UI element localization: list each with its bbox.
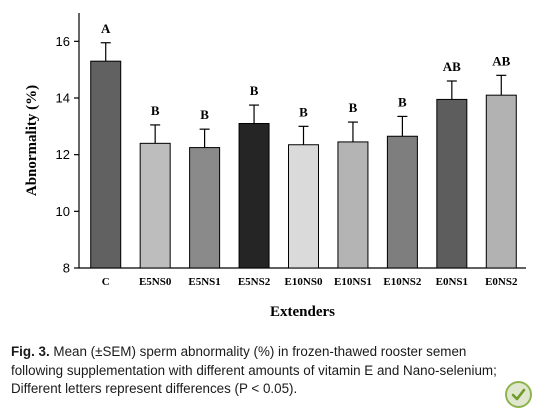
y-tick-label: 16 [56,34,70,49]
x-tick-label: E5NS1 [188,276,220,288]
x-tick-label: E5NS2 [238,276,271,288]
y-tick-label: 12 [56,147,70,162]
significance-label: B [299,104,308,119]
figure-label: Fig. 3. [11,344,50,359]
bar [485,94,517,269]
bar [90,60,122,269]
bar [436,98,468,269]
x-tick-label: E0NS1 [436,276,468,288]
chart-svg: 8 10 12 14 16 A C B E5NS0 B E5NS1 B E5NS2 B E10NS0 B E10… [24,13,526,320]
significance-label: A [101,21,111,36]
y-tick-label: 8 [63,261,70,276]
significance-label: AB [492,53,510,68]
x-tick-label: C [102,276,110,288]
significance-label: B [349,100,358,115]
y-tick-label: 10 [56,204,70,219]
significance-label: B [250,83,259,98]
significance-label: AB [443,59,461,74]
bar [238,123,270,269]
crossmark-icon[interactable] [505,381,532,408]
bar [139,142,171,269]
x-tick-label: E0NS2 [485,276,518,288]
y-axis-title: Abnormality (%) [24,85,40,196]
x-axis-title: Extenders [270,304,335,320]
x-tick-label: E5NS0 [139,276,172,288]
x-tick-label: E10NS1 [334,276,372,288]
bar [189,147,221,269]
x-tick-label: E10NS2 [383,276,421,288]
bar [337,141,369,269]
significance-label: B [200,107,209,122]
bar [386,135,418,269]
bar-chart: 8 10 12 14 16 A C B E5NS0 B E5NS1 B E5NS2 B E10NS0 B E10… [24,13,526,320]
caption-text: Mean (±SEM) sperm abnormality (%) in fro… [11,344,497,396]
figure-caption: Fig. 3. Mean (±SEM) sperm abnormality (%… [11,343,511,399]
significance-label: B [151,103,160,118]
bar [288,144,319,269]
x-tick-label: E10NS0 [285,276,323,288]
y-tick-label: 14 [56,91,70,106]
significance-label: B [398,94,407,109]
